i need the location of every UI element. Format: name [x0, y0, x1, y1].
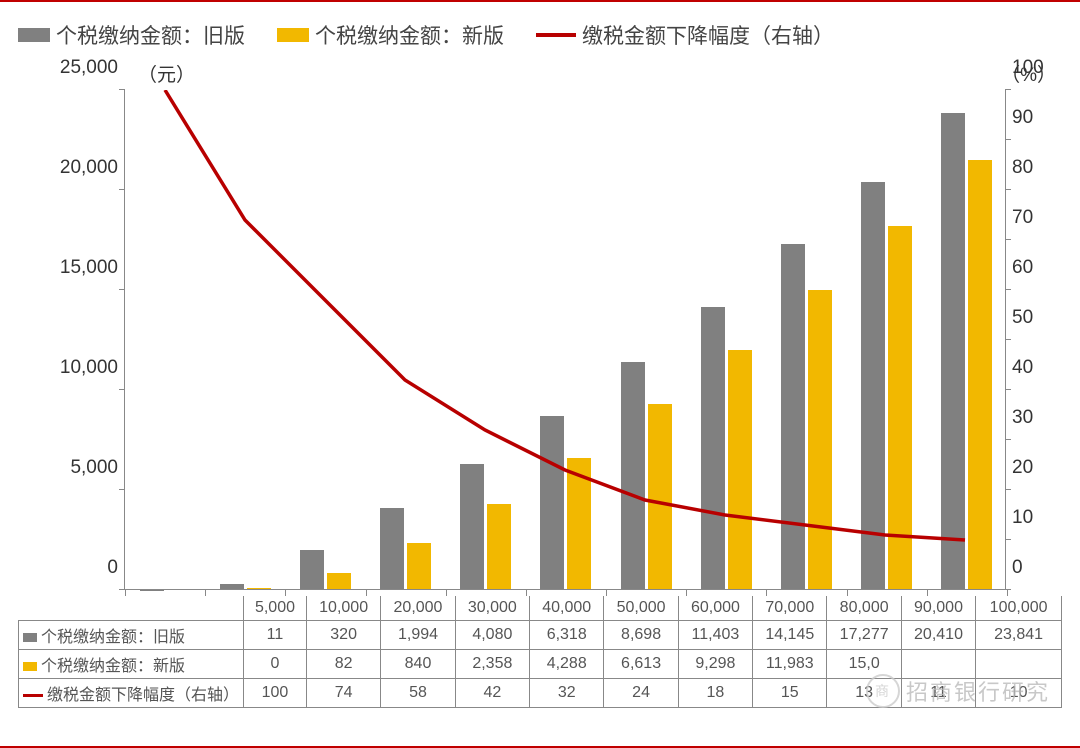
x-category: 60,000: [678, 596, 752, 620]
legend-label-old: 个税缴纳金额：旧版: [56, 20, 245, 50]
legend-item-new: 个税缴纳金额：新版: [277, 20, 504, 50]
table-cell: 58: [381, 678, 455, 707]
legend-label-new: 个税缴纳金额：新版: [315, 20, 504, 50]
table-cell: 23,841: [976, 620, 1062, 649]
y-left-axis: 05,00010,00015,00020,00025,000: [18, 90, 118, 590]
table-row-header: 个税缴纳金额：旧版: [19, 620, 244, 649]
table-cell: 74: [306, 678, 380, 707]
table-cell: 42: [455, 678, 529, 707]
legend-swatch-new: [277, 28, 309, 42]
table-cell: 4,080: [455, 620, 529, 649]
y-left-tick: 15,000: [18, 257, 118, 279]
table-cell: 6,318: [530, 620, 604, 649]
table-cell: 13: [827, 678, 901, 707]
y-right-tick: 10: [1012, 507, 1062, 529]
table-cell: 18: [678, 678, 752, 707]
table-cell: 24: [604, 678, 678, 707]
table-cell: 82: [306, 649, 380, 678]
legend: 个税缴纳金额：旧版 个税缴纳金额：新版 缴税金额下降幅度（右轴）: [0, 2, 1080, 60]
y-right-tick: 0: [1012, 557, 1062, 579]
table-cell: 11: [244, 620, 307, 649]
y-right-tick: 60: [1012, 257, 1062, 279]
table-cell: 11: [901, 678, 975, 707]
y-left-tick: 20,000: [18, 157, 118, 179]
plot-area: [124, 90, 1006, 590]
y-right-tick: 70: [1012, 207, 1062, 229]
x-category: 50,000: [604, 596, 678, 620]
y-right-tick: 50: [1012, 307, 1062, 329]
x-axis-line: [125, 589, 1005, 590]
y-right-tick: 100: [1012, 57, 1062, 79]
table-row-label: 缴税金额下降幅度（右轴）: [47, 687, 239, 704]
y-left-tick: 25,000: [18, 57, 118, 79]
y-left-title: （元）: [138, 60, 195, 87]
table-cell: [901, 649, 975, 678]
table-row: 个税缴纳金额：新版 0828402,3584,2886,6139,29811,98…: [19, 649, 1062, 678]
x-category: 100,000: [976, 596, 1062, 620]
table-cell: 10: [976, 678, 1062, 707]
table-cell: 14,145: [753, 620, 827, 649]
y-right-tick: 90: [1012, 107, 1062, 129]
x-category: 70,000: [753, 596, 827, 620]
chart-area: （元） （%） 05,00010,00015,00020,00025,000 0…: [18, 60, 1062, 590]
table-row-label: 个税缴纳金额：新版: [41, 658, 185, 675]
y-left-tick: 0: [18, 557, 118, 579]
table-cell: 9,298: [678, 649, 752, 678]
y-left-tick: 5,000: [18, 457, 118, 479]
table-cell: 100: [244, 678, 307, 707]
x-category: 30,000: [455, 596, 529, 620]
table-cell: 1,994: [381, 620, 455, 649]
y-right-tick: 20: [1012, 457, 1062, 479]
table-row: 个税缴纳金额：旧版 113201,9944,0806,3188,69811,403…: [19, 620, 1062, 649]
table-cell: 840: [381, 649, 455, 678]
legend-swatch-decline: [536, 33, 576, 37]
table-cell: 17,277: [827, 620, 901, 649]
x-category: 80,000: [827, 596, 901, 620]
chart-container: 个税缴纳金额：旧版 个税缴纳金额：新版 缴税金额下降幅度（右轴） （元） （%）…: [0, 0, 1080, 748]
x-category: 90,000: [901, 596, 975, 620]
table-cell: 2,358: [455, 649, 529, 678]
legend-item-decline: 缴税金额下降幅度（右轴）: [536, 20, 834, 50]
y-right-axis: 0102030405060708090100: [1012, 90, 1062, 590]
legend-swatch-old: [18, 28, 50, 42]
table-row: 缴税金额下降幅度（右轴） 10074584232241815131110: [19, 678, 1062, 707]
table-cell: 6,613: [604, 649, 678, 678]
x-category: 20,000: [381, 596, 455, 620]
legend-label-decline: 缴税金额下降幅度（右轴）: [582, 20, 834, 50]
y-right-tick: 30: [1012, 407, 1062, 429]
table-cell: 20,410: [901, 620, 975, 649]
axis-layer: [125, 90, 1005, 590]
table-cell: [976, 649, 1062, 678]
table-cell: 8,698: [604, 620, 678, 649]
x-category: 40,000: [530, 596, 604, 620]
table-cell: 32: [530, 678, 604, 707]
table-cell: 320: [306, 620, 380, 649]
y-right-tick: 40: [1012, 357, 1062, 379]
table-cell: 15: [753, 678, 827, 707]
x-category: 10,000: [306, 596, 380, 620]
table-cell: 11,983: [753, 649, 827, 678]
table-cell: 0: [244, 649, 307, 678]
data-table: 5,00010,00020,00030,00040,00050,00060,00…: [18, 596, 1062, 708]
table-cell: 15,0: [827, 649, 901, 678]
table-cell: 4,288: [530, 649, 604, 678]
y-left-tick: 10,000: [18, 357, 118, 379]
y-right-tick: 80: [1012, 157, 1062, 179]
table-row-header: 个税缴纳金额：新版: [19, 649, 244, 678]
x-category: 5,000: [244, 596, 307, 620]
table-cell: 11,403: [678, 620, 752, 649]
table-row-label: 个税缴纳金额：旧版: [41, 629, 185, 646]
table-row-header: 缴税金额下降幅度（右轴）: [19, 678, 244, 707]
legend-item-old: 个税缴纳金额：旧版: [18, 20, 245, 50]
